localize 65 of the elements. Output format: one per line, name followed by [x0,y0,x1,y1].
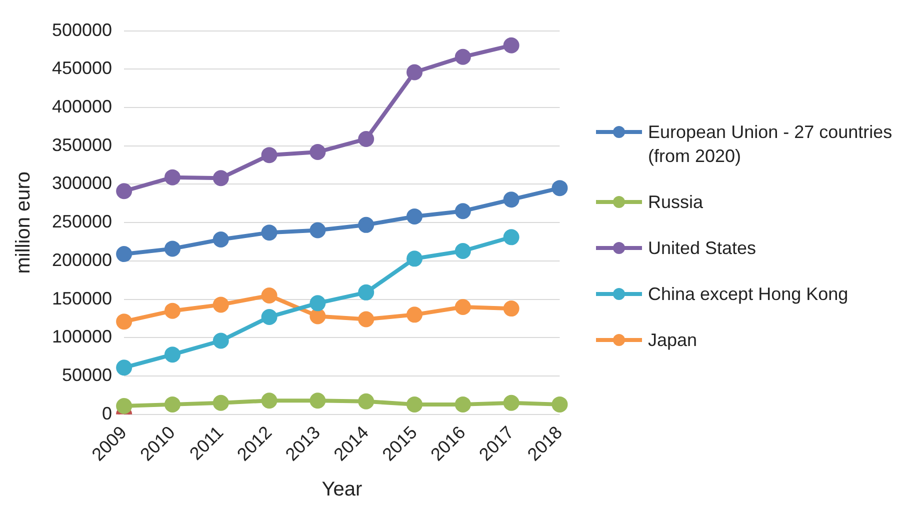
y-tick-label: 450000 [52,58,112,78]
point [503,192,520,208]
point [164,240,180,257]
point [454,396,471,412]
point [212,170,229,186]
point [212,332,229,349]
point [552,396,568,412]
point [261,308,278,325]
point [358,130,374,147]
y-tick-label: 50000 [62,365,112,386]
point [164,396,180,412]
point [406,250,423,267]
point [310,308,326,324]
point [116,398,132,414]
y-axis-title: million euro [12,171,35,274]
point [116,183,132,200]
point [358,393,374,410]
legend-label: United States [648,237,756,260]
point [261,287,278,304]
legend-label: European Union - 27 countries (from 2020) [648,121,894,168]
point [503,300,520,317]
point [454,203,471,220]
point [212,231,229,248]
point [310,295,326,312]
point [454,299,471,315]
point [261,147,278,164]
legend-label: Russia [648,191,704,214]
point [164,302,180,319]
point [164,346,180,363]
y-tick-label: 500000 [52,20,112,40]
point [503,37,520,54]
y-tick-label: 200000 [52,250,112,270]
y-tick-label: 300000 [52,173,112,194]
y-tick-label: 400000 [52,96,112,116]
point [358,216,374,233]
point [406,64,423,80]
y-tick-label: 100000 [52,326,112,347]
point [310,144,326,160]
point [310,392,326,409]
point [503,394,520,411]
y-tick-label: 350000 [52,134,112,155]
point [406,306,423,323]
x-axis-title: Year [322,478,362,501]
point [261,224,278,241]
point [454,48,471,65]
point [406,208,423,224]
point [212,394,229,411]
point [358,311,374,328]
point [454,242,471,259]
point [358,284,374,300]
point [310,222,326,238]
point [406,396,423,412]
point [116,360,132,376]
point [552,180,568,196]
legend-label: Japan [648,329,698,352]
y-tick-label: 0 [102,403,112,424]
legend-label: China except Hong Kong [648,283,848,306]
y-tick-label: 250000 [52,212,112,232]
point [164,169,180,186]
point [116,246,132,262]
point [116,314,132,330]
point [503,229,520,246]
point [261,392,278,409]
y-tick-label: 150000 [52,288,112,308]
point [212,296,229,313]
